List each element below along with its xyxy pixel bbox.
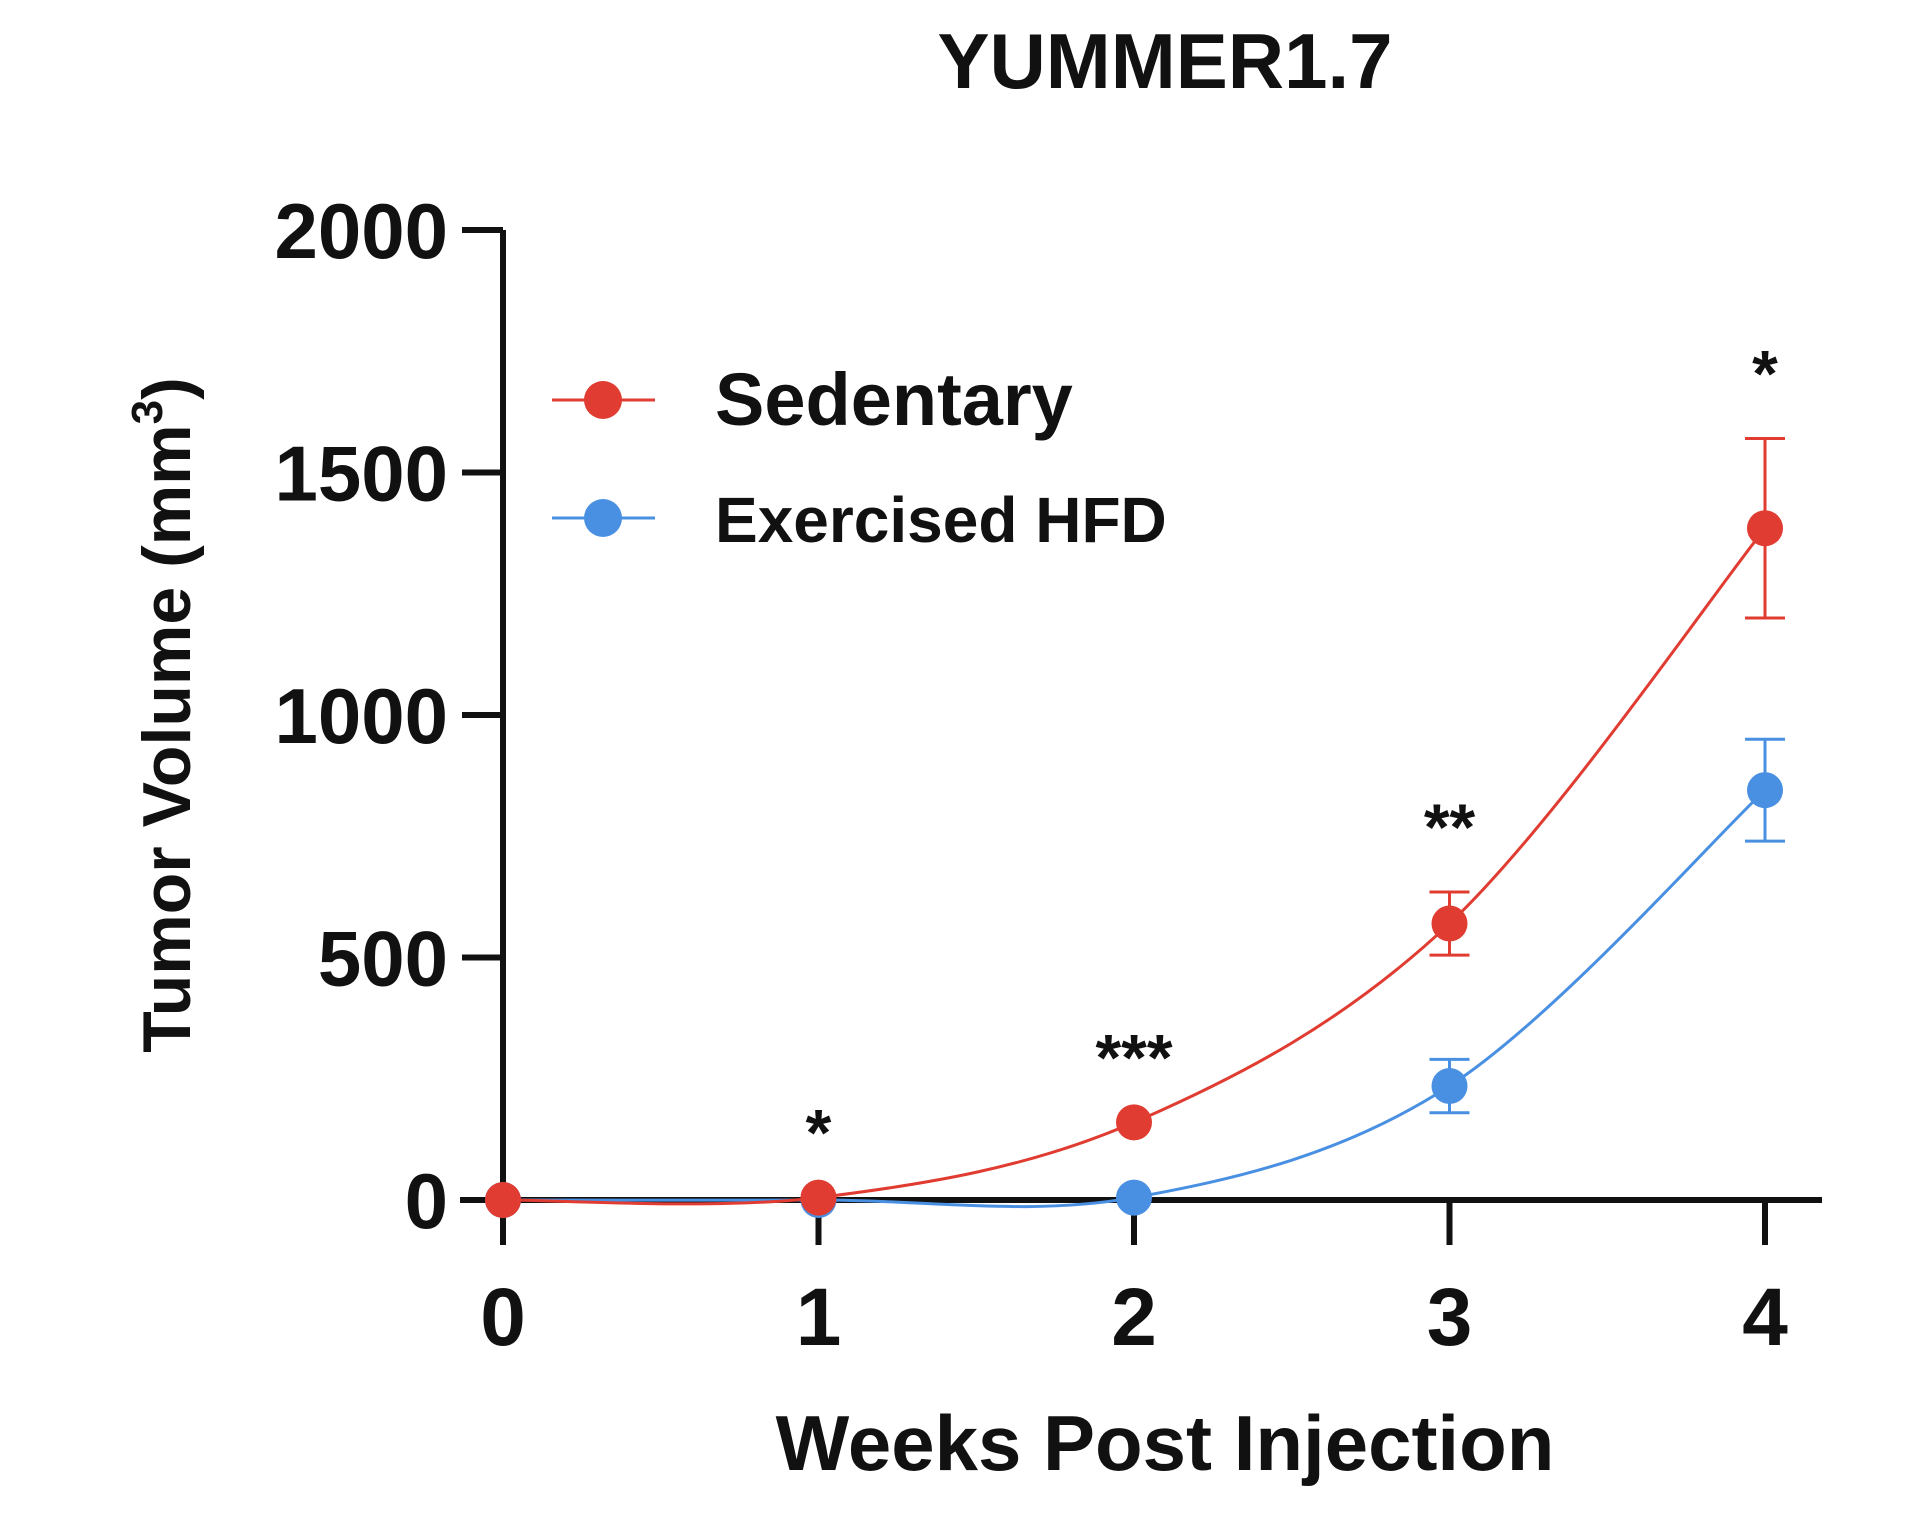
x-axis-label: Weeks Post Injection <box>776 1399 1555 1487</box>
y-axis-label-superscript: 3 <box>123 400 172 424</box>
data-point-sedentary <box>800 1179 837 1216</box>
legend-label-exercised-hfd: Exercised HFD <box>715 484 1167 556</box>
significance-annotation: * <box>806 1096 832 1170</box>
y-axis-label: Tumor Volume (mm3) <box>123 377 205 1053</box>
significance-annotation: ** <box>1424 790 1476 864</box>
data-point-sedentary <box>1431 905 1468 942</box>
data-point-exercised-hfd <box>1747 772 1783 809</box>
significance-annotation: * <box>1752 337 1778 411</box>
x-tick-label: 4 <box>1742 1272 1788 1363</box>
x-tick-label: 0 <box>480 1272 526 1363</box>
legend-item-exercised-hfd: Exercised HFD <box>552 484 1167 556</box>
series-line-sedentary <box>502 527 1767 1206</box>
y-tick-label: 2000 <box>274 187 448 275</box>
y-axis-label-main: Tumor Volume (mm <box>129 424 205 1052</box>
ticks: 0 500 1000 1500 2000 0 1 2 3 4 <box>274 187 1788 1363</box>
data-point-sedentary <box>485 1182 521 1218</box>
y-tick-label: 0 <box>405 1157 448 1245</box>
x-tick-label: 1 <box>796 1272 842 1363</box>
data-point-exercised-hfd <box>1116 1179 1152 1216</box>
x-tick-label: 2 <box>1111 1272 1157 1363</box>
series-line-exercised-hfd <box>502 789 1767 1209</box>
legend-marker-sedentary <box>584 381 622 419</box>
data-point-exercised-hfd <box>1431 1068 1468 1105</box>
legend-item-sedentary: Sedentary <box>552 358 1073 441</box>
data-point-sedentary <box>1747 510 1783 547</box>
y-tick-label: 500 <box>318 915 448 1003</box>
y-tick-label: 1500 <box>274 430 448 518</box>
chart-title: YUMMER1.7 <box>937 17 1392 105</box>
series-layer <box>485 437 1785 1218</box>
legend: Sedentary Exercised HFD <box>552 358 1167 556</box>
y-axis-label-close: ) <box>129 377 205 400</box>
series-exercised-hfd <box>485 737 1785 1218</box>
data-point-sedentary <box>1116 1104 1152 1141</box>
y-tick-label: 1000 <box>274 672 448 760</box>
annotation-layer: ******* <box>806 337 1779 1170</box>
series-sedentary <box>485 437 1785 1218</box>
x-tick-label: 3 <box>1427 1272 1473 1363</box>
legend-marker-exercised-hfd <box>584 499 622 537</box>
significance-annotation: *** <box>1095 1020 1172 1094</box>
legend-label-sedentary: Sedentary <box>715 358 1073 441</box>
